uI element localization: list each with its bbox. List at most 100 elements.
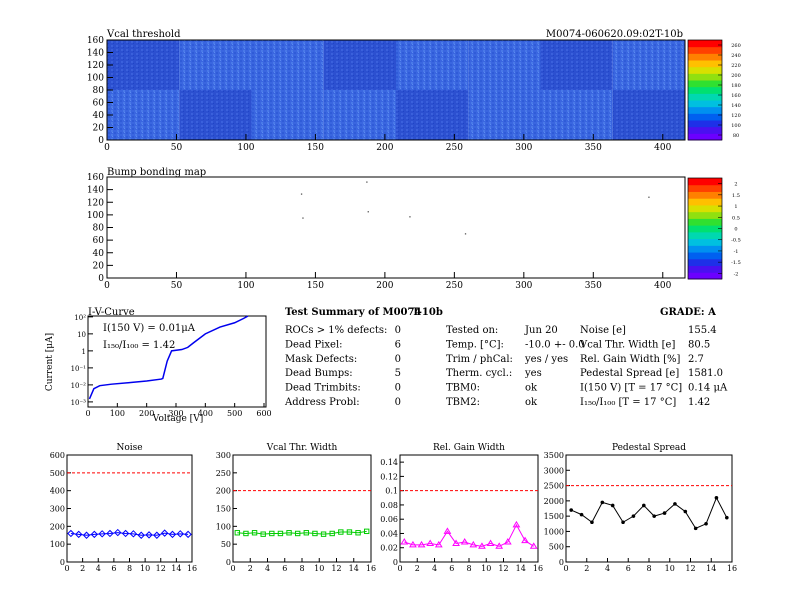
y-tick-label: 80 (93, 224, 105, 234)
iv-series-line (88, 315, 249, 400)
dead-bump-point (464, 233, 467, 235)
data-point (121, 529, 130, 538)
y-tick-label: 0.14 (380, 458, 398, 467)
roc-block (540, 40, 613, 90)
data-point (137, 531, 145, 539)
summary-left-value: 0 (395, 354, 401, 365)
roc-block (612, 90, 685, 140)
data-point (346, 529, 353, 535)
roc-chart: Rel. Gain Width 0 2 4 6 8 10 12 14 16 0 0.02 0.04 0.0… (380, 443, 543, 573)
data-point (495, 542, 504, 549)
x-tick-label: 200 (376, 143, 393, 153)
data-point (106, 529, 114, 538)
palette-label: 1.5 (732, 193, 740, 199)
data-point (443, 527, 452, 534)
data-point (176, 530, 184, 538)
data-point (434, 540, 443, 548)
y-tick-label: 0.12 (380, 472, 398, 481)
y-tick-label: 120 (87, 198, 104, 208)
summary-mid-value: yes / yes (524, 354, 568, 365)
palette-swatch (688, 245, 722, 253)
y-tick-label: 0 (559, 558, 564, 567)
vcal-threshold-title: Vcal threshold (106, 29, 181, 40)
palette-label: 1 (734, 204, 737, 210)
x-tick-label: 0 (397, 564, 402, 573)
x-tick-label: 6 (449, 564, 454, 573)
y-tick-label: 100 (50, 540, 65, 549)
x-tick-label: 2 (248, 564, 253, 573)
palette-label: 120 (731, 113, 741, 119)
palette-label: 240 (731, 53, 741, 59)
summary-right-label: Vcal Thr. Width [e] (579, 339, 675, 350)
summary-mid-value: yes (524, 368, 542, 379)
roc-block (323, 90, 396, 140)
summary-mid-label: Trim / phCal: (446, 354, 513, 365)
y-tick-label: 150 (216, 505, 231, 514)
data-point (460, 538, 469, 545)
palette-swatch (688, 218, 722, 226)
palette-label: -1.5 (731, 260, 741, 266)
data-point (260, 531, 266, 537)
y-tick-label: 300 (216, 451, 231, 460)
data-point (600, 500, 605, 505)
palette-swatch (688, 252, 722, 260)
roc-chart-frame (399, 454, 539, 563)
palette-swatch (688, 66, 722, 74)
x-tick-label: 2 (80, 564, 85, 573)
palette-label: -0.5 (731, 238, 741, 244)
y-tick-label: 2000 (544, 497, 564, 506)
palette-swatch (688, 93, 722, 101)
summary-left-value: 0 (395, 325, 401, 336)
summary-left-label: Dead Pixel: (285, 339, 343, 350)
data-point (452, 539, 460, 546)
x-tick-label: 0 (64, 564, 69, 573)
data-point (82, 531, 91, 539)
palette-label: -2 (734, 271, 739, 277)
data-point (621, 520, 625, 525)
y-tick-label: 0 (226, 558, 231, 567)
y-tick-label: 3500 (544, 451, 564, 460)
x-tick-label: 200 (376, 281, 393, 291)
data-point (160, 529, 169, 537)
series-line (237, 530, 367, 535)
y-tick-label: 80 (93, 86, 105, 96)
vcal-threshold-map: Vcal threshold M0074-060620.09:02T-10b 0… (87, 29, 741, 153)
x-tick-label: 150 (307, 281, 324, 291)
x-tick-label: 150 (307, 143, 324, 153)
data-point (67, 529, 75, 538)
x-tick-label: 8 (299, 564, 304, 573)
roc-block (251, 40, 324, 90)
iv-y-tick-label: 10⁻³ (71, 399, 87, 407)
data-point (725, 515, 729, 520)
x-tick-label: 4 (432, 564, 437, 573)
x-tick-label: 10 (140, 564, 150, 573)
module-label: M0074-060620.09:02T-10b (546, 29, 683, 40)
data-point (145, 531, 153, 539)
bump-bonding-map: Bump bonding map 0 50 100 150 200 250 300 350 40… (87, 167, 741, 291)
y-tick-label: 120 (87, 61, 104, 71)
summary-mid-label: Therm. cycl.: (446, 368, 512, 379)
roc-block (612, 40, 685, 90)
palette-swatch (688, 113, 722, 121)
palette-swatch (688, 265, 722, 273)
summary-left-value: 0 (395, 383, 401, 394)
roc-chart-frame (232, 454, 372, 563)
data-point (512, 520, 521, 528)
data-point (693, 526, 698, 531)
series-line (70, 532, 189, 536)
palette-swatch (688, 80, 722, 88)
data-point (75, 530, 83, 539)
x-tick-label: 12 (331, 564, 341, 573)
x-tick-label: 16 (366, 564, 376, 573)
series-line (570, 496, 728, 530)
data-point (590, 520, 594, 525)
y-tick-label: 0.1 (385, 487, 398, 496)
y-tick-label: 0 (60, 558, 65, 567)
x-tick-label: 6 (282, 564, 287, 573)
data-point (469, 540, 478, 548)
y-tick-label: 140 (87, 186, 104, 196)
x-tick-label: 2 (415, 564, 420, 573)
palette-swatch (688, 73, 722, 81)
